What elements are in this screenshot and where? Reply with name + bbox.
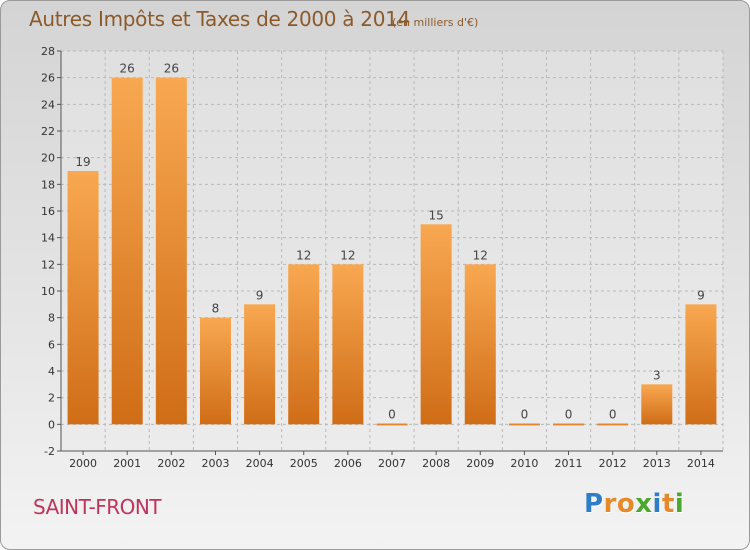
bar xyxy=(111,77,143,425)
y-tick-label: 10 xyxy=(41,285,55,298)
bar xyxy=(553,423,585,426)
x-tick-label: 2007 xyxy=(378,457,406,470)
x-tick-label: 2002 xyxy=(157,457,185,470)
bar xyxy=(508,423,540,426)
bar-value-label: 0 xyxy=(521,407,529,421)
y-tick-label: 2 xyxy=(48,392,55,405)
bar-value-label: 26 xyxy=(164,62,179,76)
x-tick-label: 2009 xyxy=(466,457,494,470)
x-tick-label: 2014 xyxy=(687,457,715,470)
bar-value-label: 0 xyxy=(609,407,617,421)
bar xyxy=(597,423,629,426)
y-tick-label: 14 xyxy=(41,232,55,245)
bar xyxy=(420,224,452,425)
bar xyxy=(376,423,408,426)
x-tick-label: 2001 xyxy=(113,457,141,470)
logo-letter: o xyxy=(616,489,636,519)
proxiti-logo: Proxiti xyxy=(584,489,684,519)
bar-value-label: 8 xyxy=(212,302,220,316)
bar-value-label: 3 xyxy=(653,368,661,382)
y-tick-label: -2 xyxy=(44,445,55,458)
logo-letter: t xyxy=(661,489,675,519)
bar-value-label: 12 xyxy=(473,248,488,262)
y-tick-label: 4 xyxy=(48,365,55,378)
bar xyxy=(67,171,99,425)
bar-value-label: 26 xyxy=(120,62,135,76)
bar xyxy=(244,304,276,425)
bar-value-label: 12 xyxy=(296,248,311,262)
bar-value-label: 9 xyxy=(256,288,264,302)
bar xyxy=(685,304,717,425)
x-tick-label: 2000 xyxy=(69,457,97,470)
x-tick-label: 2012 xyxy=(599,457,627,470)
y-tick-label: 16 xyxy=(41,205,55,218)
logo-letter: x xyxy=(635,489,653,519)
bar xyxy=(641,384,673,425)
y-tick-label: 26 xyxy=(41,72,55,85)
bar-value-label: 15 xyxy=(428,208,443,222)
bar xyxy=(464,264,496,425)
y-tick-label: 18 xyxy=(41,178,55,191)
bar xyxy=(332,264,364,425)
x-tick-label: 2003 xyxy=(201,457,229,470)
y-tick-label: 6 xyxy=(48,338,55,351)
bar-value-label: 19 xyxy=(75,155,90,169)
logo-letter: P xyxy=(584,489,604,519)
x-tick-label: 2005 xyxy=(290,457,318,470)
logo-letter: i xyxy=(674,489,685,519)
logo-letter: r xyxy=(603,489,617,519)
y-tick-label: 0 xyxy=(48,418,55,431)
y-tick-label: 22 xyxy=(41,125,55,138)
bar-value-label: 12 xyxy=(340,248,355,262)
bar xyxy=(288,264,320,425)
bar-value-label: 9 xyxy=(697,288,705,302)
place-name: SAINT-FRONT xyxy=(33,495,162,519)
bar xyxy=(155,77,187,425)
x-tick-label: 2004 xyxy=(246,457,274,470)
chart-title: Autres Impôts et Taxes de 2000 à 2014 xyxy=(29,7,410,31)
y-tick-label: 20 xyxy=(41,152,55,165)
x-tick-label: 2006 xyxy=(334,457,362,470)
y-tick-label: 24 xyxy=(41,98,55,111)
chart-unit: (en milliers d'€) xyxy=(392,16,479,29)
y-tick-label: 8 xyxy=(48,312,55,325)
x-tick-label: 2010 xyxy=(510,457,538,470)
bar-value-label: 0 xyxy=(565,407,573,421)
x-tick-label: 2008 xyxy=(422,457,450,470)
y-tick-label: 28 xyxy=(41,45,55,58)
logo-letter: i xyxy=(652,489,662,519)
x-tick-label: 2011 xyxy=(555,457,583,470)
bar-value-label: 0 xyxy=(388,407,396,421)
x-tick-label: 2013 xyxy=(643,457,671,470)
bar xyxy=(199,317,231,425)
y-tick-label: 12 xyxy=(41,258,55,271)
